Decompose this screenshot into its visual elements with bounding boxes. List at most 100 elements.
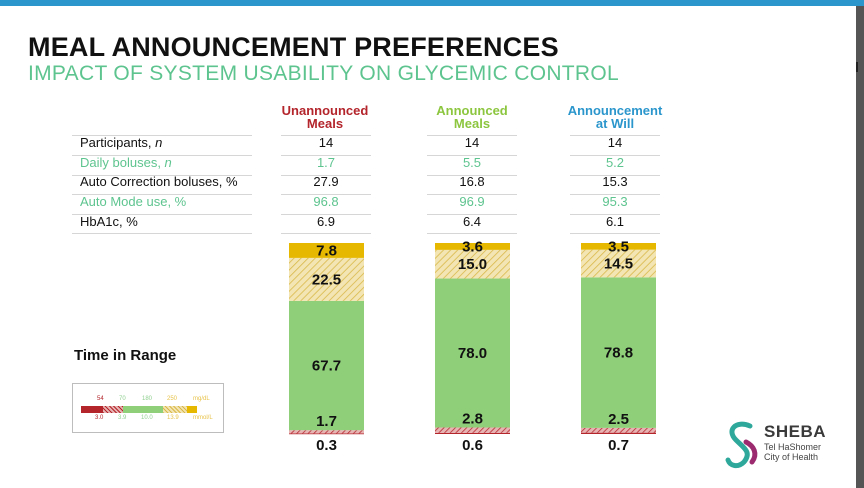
- bar-value-label: 78.8: [604, 345, 633, 362]
- table-cell: 1.7: [316, 155, 336, 170]
- bar-segment-very-low: [581, 432, 656, 434]
- table-cell: 96.9: [459, 194, 485, 209]
- column-header-announced: Announced Meals: [407, 104, 537, 130]
- row-label-italic: n: [164, 155, 172, 170]
- bar-value-label: 2.8: [462, 411, 483, 428]
- table-rule: [427, 194, 517, 195]
- table-rule: [570, 155, 660, 156]
- bar-segment-very-high: [435, 243, 510, 250]
- table-rule: [570, 194, 660, 195]
- table-rule: [281, 155, 371, 156]
- row-label-text: Auto Correction boluses, %: [80, 174, 238, 189]
- bar-value-label: 2.5: [608, 411, 629, 428]
- window-edge-tab: [854, 62, 858, 72]
- table-cell: 6.4: [462, 214, 482, 229]
- table-rule: [72, 175, 252, 176]
- bar-segment-high: [581, 249, 656, 278]
- row-label-italic: n: [155, 135, 163, 150]
- column-header-unannounced: Unannounced Meals: [260, 104, 390, 130]
- table-rule: [570, 214, 660, 215]
- table-cell: 27.9: [313, 174, 339, 189]
- legend-threshold: 10.0: [141, 415, 153, 421]
- sheba-logo-mark: [725, 421, 758, 469]
- column-header-line: Meals: [453, 116, 491, 131]
- legend-swatch-very-high: [187, 406, 197, 413]
- bar-segment-very-low: [435, 432, 510, 434]
- legend-threshold: 54: [97, 396, 104, 402]
- table-rule: [72, 155, 252, 156]
- table-rule: [72, 194, 252, 195]
- table-cell: 14: [607, 135, 623, 150]
- bar-segment-in-range: [435, 278, 510, 428]
- table-rule: [281, 233, 371, 234]
- table-rule: [72, 135, 252, 136]
- bar-value-label: 15.0: [458, 256, 487, 273]
- table-cell: 16.8: [459, 174, 485, 189]
- row-label-text: Daily boluses,: [80, 155, 165, 170]
- table-rule: [281, 214, 371, 215]
- table-rule: [427, 233, 517, 234]
- table-rule: [281, 175, 371, 176]
- slide-subtitle: IMPACT OF SYSTEM USABILITY ON GLYCEMIC C…: [28, 62, 620, 85]
- top-accent-bar: [0, 0, 864, 6]
- table-cell: 95.3: [602, 194, 628, 209]
- legend-threshold: 3.0: [95, 415, 104, 421]
- table-rule: [427, 135, 517, 136]
- table-rule: [570, 135, 660, 136]
- row-label-text: HbA1c, %: [80, 214, 138, 229]
- legend-unit: mmol/L: [193, 415, 213, 421]
- legend-swatch-low: [103, 406, 123, 413]
- legend-swatch-high: [163, 406, 187, 413]
- bar-value-label: 3.6: [462, 238, 483, 255]
- bar-value-label: 0.6: [462, 437, 483, 454]
- legend-threshold: 70: [119, 396, 126, 402]
- table-cell: 5.2: [605, 155, 625, 170]
- legend-threshold: 250: [167, 396, 178, 402]
- column-header-line: Announced: [436, 103, 508, 118]
- bar-value-label: 78.0: [458, 345, 487, 362]
- chart-legend: 54 70 180 250 mg/dL 3.0 3.9 10.0 13.9 mm…: [72, 383, 224, 433]
- table-cell: 5.5: [462, 155, 482, 170]
- bar-segment-high: [289, 257, 364, 301]
- table-rule: [570, 233, 660, 234]
- column-header-line: at Will: [595, 116, 635, 131]
- logo-name: SHEBA: [764, 422, 827, 441]
- legend-threshold: 180: [142, 396, 153, 402]
- table-rule: [427, 214, 517, 215]
- table-cell: 14: [318, 135, 334, 150]
- row-label-text: Participants,: [80, 135, 156, 150]
- time-in-range-label: Time in Range: [74, 347, 177, 364]
- bar-segment-low: [581, 427, 656, 433]
- bar-value-label: 0.3: [316, 437, 337, 454]
- bar-segment-low: [435, 427, 510, 433]
- table-cell: 6.1: [605, 214, 625, 229]
- bar-segment-in-range: [289, 300, 364, 431]
- bar-value-label: 1.7: [316, 413, 337, 430]
- table-rule: [427, 175, 517, 176]
- bar-segment-low: [289, 430, 364, 434]
- row-label-auto-mode: Auto Mode use, %: [80, 194, 186, 210]
- legend-swatch-in-range: [123, 406, 163, 413]
- legend-threshold: 13.9: [167, 415, 179, 421]
- legend-swatch-very-low: [81, 406, 103, 413]
- bar-segment-very-high: [581, 243, 656, 250]
- bar-value-label: 67.7: [312, 358, 341, 375]
- table-rule: [281, 135, 371, 136]
- table-rule: [427, 155, 517, 156]
- row-label-participants: Participants, n: [80, 135, 162, 151]
- table-cell: 14: [464, 135, 480, 150]
- row-label-daily-boluses: Daily boluses, n: [80, 155, 172, 171]
- bar-value-label: 3.5: [608, 238, 629, 255]
- table-rule: [570, 175, 660, 176]
- table-cell: 15.3: [602, 174, 628, 189]
- table-rule: [72, 233, 252, 234]
- legend-unit: mg/dL: [193, 396, 210, 402]
- table-cell: 96.8: [313, 194, 339, 209]
- bar-segment-very-high: [289, 243, 364, 258]
- row-label-auto-correction: Auto Correction boluses, %: [80, 174, 238, 190]
- column-header-line: Announcement: [567, 103, 663, 118]
- bar-segment-high: [435, 249, 510, 279]
- slide-title: MEAL ANNOUNCEMENT PREFERENCES: [28, 32, 559, 62]
- table-cell: 6.9: [316, 214, 336, 229]
